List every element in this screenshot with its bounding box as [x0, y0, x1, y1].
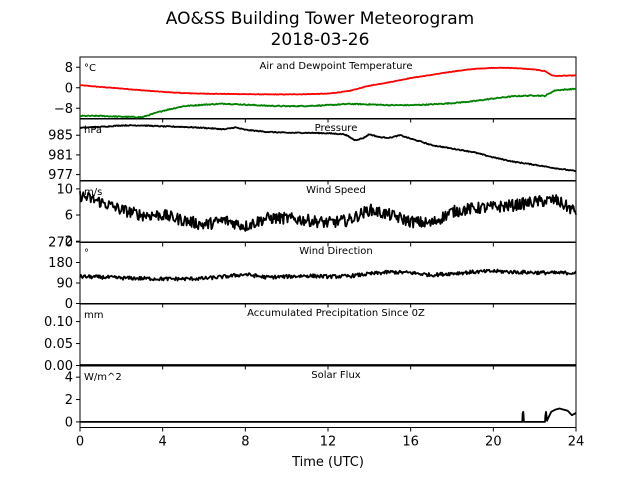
panel-unit-precip: mm [84, 310, 103, 321]
y-tick-label-wdir-0: 270 [48, 236, 73, 251]
x-tick-label-0: 0 [76, 435, 84, 450]
y-tick-label-precip-1: 0.05 [44, 337, 73, 352]
y-tick-label-temp-1: 0 [65, 81, 73, 96]
series-line-pressure-0 [79, 124, 577, 173]
panel-unit-solar: W/m^2 [84, 372, 122, 383]
panel-title-solar: Solar Flux [311, 370, 361, 381]
y-tick-label-temp-2: −8 [54, 102, 73, 117]
x-tick-label-3: 12 [320, 435, 337, 450]
series-line-temp-1 [79, 87, 577, 119]
y-tick-label-wdir-2: 90 [56, 277, 73, 292]
y-tick-label-wspd-1: 6 [65, 209, 73, 224]
y-tick-label-solar-0: 4 [65, 371, 73, 386]
y-tick-label-wdir-1: 180 [48, 256, 73, 271]
panel-precip: 0.10 0.05 0.00 mm Accumulated Precipitation … [44, 303, 577, 374]
series-line-wdir-0 [79, 268, 577, 282]
figure-date: 2018-03-26 [271, 30, 370, 50]
panel-title-pressure: Pressure [315, 123, 358, 134]
y-tick-label-temp-0: 8 [65, 61, 73, 76]
panel-title-wdir: Wind Direction [299, 246, 373, 257]
x-tick-label-6: 24 [568, 435, 585, 450]
y-tick-label-pressure-0: 985 [48, 129, 73, 144]
y-tick-label-wspd-0: 10 [56, 182, 73, 197]
y-tick-label-wspd-2: 2 [65, 235, 73, 250]
panel-temp: 8 0 −8 °C Air and Dewpoint Temperature [54, 56, 577, 123]
x-tick-label-5: 20 [485, 435, 502, 450]
panel-unit-temp: °C [84, 63, 96, 74]
series-line-wspd-0 [79, 191, 577, 232]
x-tick-label-4: 16 [402, 435, 419, 450]
x-tick-label-1: 4 [159, 435, 167, 450]
panel-pressure: 985 981 977 hPa Pressure [48, 118, 577, 185]
x-axis-label: Time (UTC) [291, 455, 364, 470]
panel-wdir: 270 180 90 0 ° Wind Direction [48, 236, 577, 312]
y-tick-label-solar-2: 0 [65, 415, 73, 430]
series-line-solar-0 [80, 407, 577, 423]
panel-title-temp: Air and Dewpoint Temperature [260, 61, 413, 72]
panels-group: 8 0 −8 °C Air and Dewpoint Temperature 985 981… [44, 56, 585, 450]
y-tick-label-pressure-2: 977 [48, 168, 73, 183]
panel-title-precip: Accumulated Precipitation Since 0Z [247, 308, 425, 319]
series-line-temp-0 [79, 66, 577, 96]
panel-unit-wdir: ° [84, 248, 89, 259]
panel-title-wspd: Wind Speed [306, 185, 366, 196]
y-tick-label-wdir-3: 0 [65, 297, 73, 312]
panel-solar: 4 2 0 W/m^2 Solar Flux [65, 365, 577, 432]
panel-unit-pressure: hPa [84, 125, 102, 136]
panel-unit-wspd: m/s [84, 187, 102, 198]
x-tick-label-2: 8 [241, 435, 249, 450]
panel-wspd: 10 6 2 m/s Wind Speed [56, 180, 577, 250]
y-tick-label-precip-2: 0.00 [44, 359, 73, 374]
y-tick-label-solar-1: 2 [65, 393, 73, 408]
y-tick-label-pressure-1: 981 [48, 148, 73, 163]
y-tick-label-precip-0: 0.10 [44, 315, 73, 330]
figure-title: AO&SS Building Tower Meteorogram [166, 9, 474, 29]
